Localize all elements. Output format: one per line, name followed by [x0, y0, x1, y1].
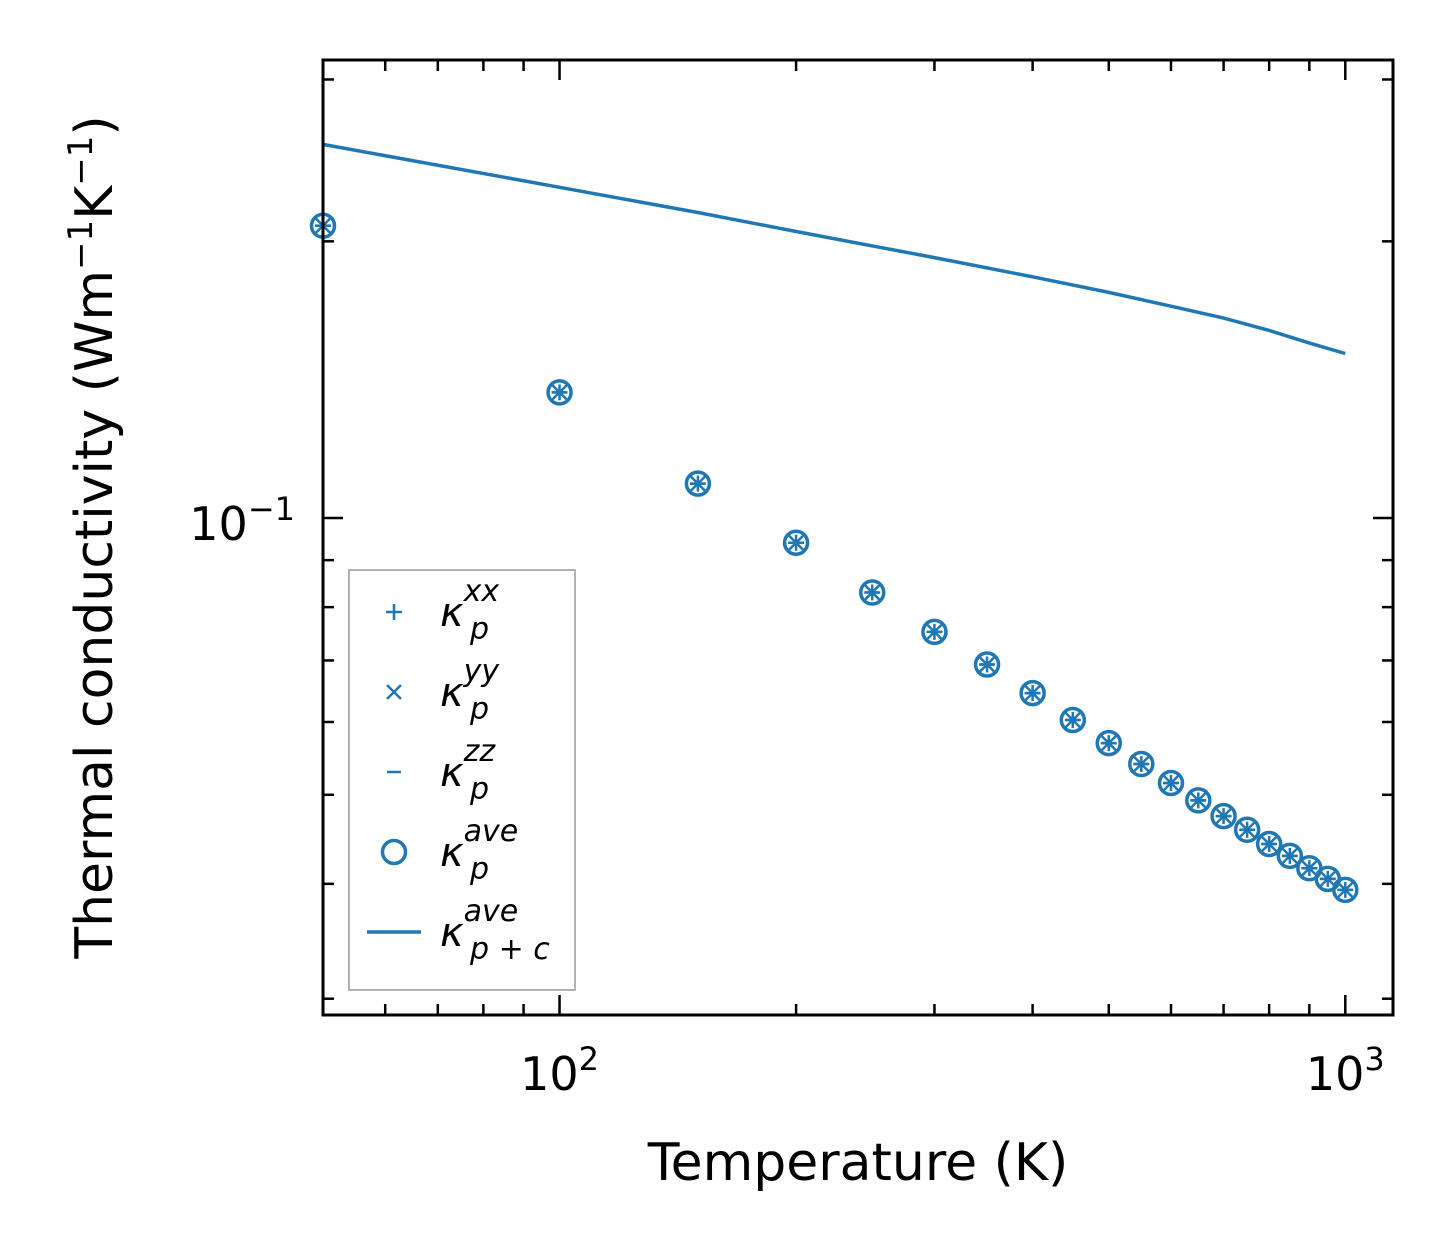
data-point-kp_ave: [782, 529, 810, 557]
legend-item-kp_zz: κzz p: [387, 734, 496, 807]
y-axis-label-end: ): [65, 115, 125, 135]
data-point-kp_ave: [921, 618, 948, 646]
y-tick-label: 10−1: [189, 490, 295, 551]
legend-label: κave p + c: [440, 894, 550, 967]
y-axis-label-mid: K: [65, 184, 125, 220]
y-axis-label-sup2: −1: [61, 136, 101, 186]
data-point-kp_ave: [1276, 842, 1304, 870]
data-point-kp_ave: [1059, 706, 1087, 734]
plot-frame: [321, 58, 1395, 1017]
legend-label: κave p: [440, 814, 518, 887]
tick-labels: 102 103 10−1: [189, 490, 1384, 1101]
x-tick-label: 102: [520, 1040, 599, 1101]
legend-item-kpc_ave: κave p + c: [367, 894, 550, 967]
data-point-kp_ave: [858, 579, 886, 606]
y-axis-label-main: Thermal conductivity (Wm: [65, 270, 125, 960]
y-axis-label-sup1: −1: [61, 220, 101, 270]
data-point-kp_ave: [1019, 679, 1046, 707]
data-point-kp_ave: [1210, 802, 1237, 830]
legend-box: [348, 569, 576, 991]
legend-swatch: [380, 838, 408, 866]
data-point-kp_ave: [1157, 769, 1185, 797]
y-axis-label: Thermal conductivity (Wm−1K−1): [61, 115, 125, 959]
legend-label: κzz p: [440, 734, 496, 807]
data-point-kp_ave: [973, 651, 1001, 678]
series-kp_ave: [309, 212, 1359, 904]
plot-data: [309, 142, 1359, 904]
legend-swatch: [386, 684, 402, 700]
legend-item-kp_ave: κave p: [380, 814, 518, 887]
legend-label: κyy p: [440, 654, 500, 727]
data-point-kp_ave: [1185, 787, 1212, 814]
data-point-kp_ave: [1233, 816, 1261, 844]
axis-ticks: [321, 60, 1393, 1015]
legend-label: κxx p: [440, 574, 499, 647]
x-axis-label: Temperature (K): [647, 1133, 1069, 1193]
data-point-kp_ave: [1095, 729, 1123, 757]
legend-swatch: [386, 604, 402, 620]
x-tick-label: 103: [1306, 1040, 1385, 1101]
data-point-kp_ave: [1255, 830, 1283, 858]
legend-item-kp_xx: κxx p: [386, 574, 499, 647]
legend-item-kp_yy: κyy p: [386, 654, 500, 727]
data-point-kp_ave: [1332, 876, 1359, 904]
data-point-kp_ave: [1128, 750, 1155, 778]
data-point-kp_ave: [684, 470, 712, 497]
data-point-kp_ave: [546, 379, 573, 406]
series-line-kpc_ave: [322, 142, 1346, 356]
series-kp_zz: [316, 224, 1353, 892]
